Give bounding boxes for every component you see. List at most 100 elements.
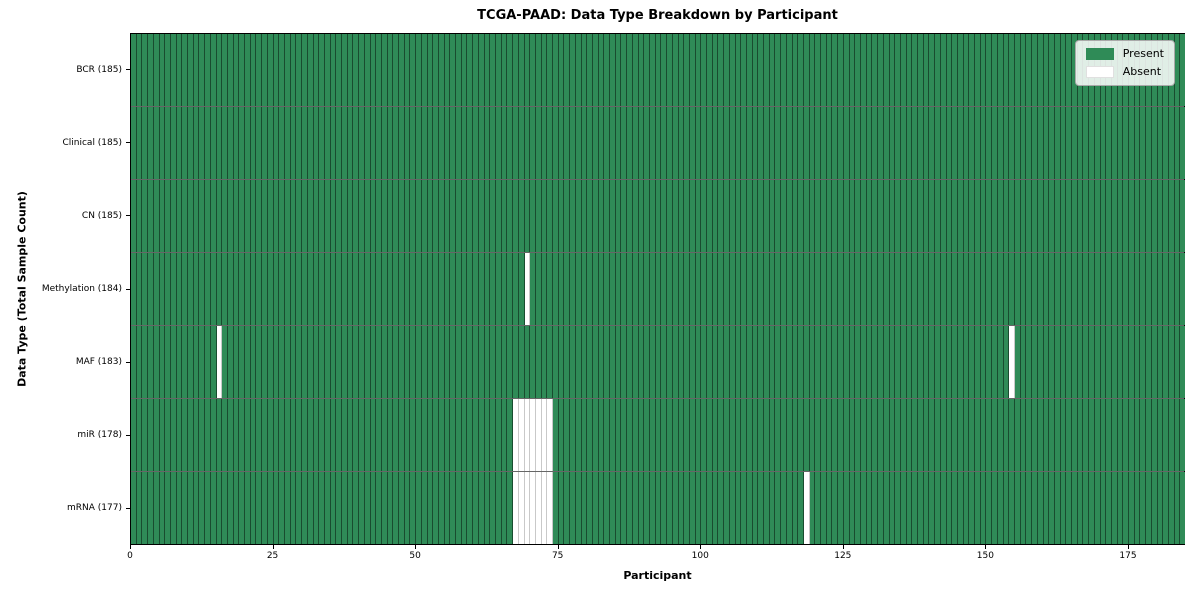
heatmap-cell — [478, 180, 485, 252]
heatmap-cell — [769, 180, 776, 252]
heatmap-cell — [724, 399, 730, 471]
heatmap-cell — [1009, 472, 1015, 544]
heatmap-cell — [404, 399, 411, 471]
heatmap-cell — [746, 34, 753, 106]
heatmap-cell — [416, 472, 422, 544]
heatmap-cell — [1026, 107, 1033, 179]
heatmap-cell — [632, 107, 639, 179]
heatmap-cell — [667, 253, 673, 325]
heatmap-cell — [370, 253, 377, 325]
heatmap-cell — [541, 34, 548, 106]
heatmap-cell — [610, 472, 616, 544]
heatmap-cell — [1003, 472, 1010, 544]
heatmap-cell — [649, 34, 656, 106]
heatmap-cell — [997, 34, 1004, 106]
heatmap-cell — [142, 399, 149, 471]
heatmap-cell — [227, 399, 234, 471]
heatmap-cell — [393, 180, 400, 252]
heatmap-cell — [889, 107, 896, 179]
heatmap-cell — [1140, 253, 1147, 325]
heatmap-cell — [672, 326, 679, 398]
heatmap-cell — [587, 472, 593, 544]
heatmap-cell — [627, 472, 633, 544]
heatmap-cell — [655, 326, 662, 398]
heatmap-cell — [849, 107, 856, 179]
heatmap-cell — [661, 472, 668, 544]
heatmap-cell — [324, 180, 331, 252]
y-tick-mark — [126, 215, 130, 217]
heatmap-cell — [598, 180, 605, 252]
heatmap-cell — [752, 326, 759, 398]
heatmap-cell — [866, 107, 873, 179]
heatmap-cell — [267, 107, 274, 179]
heatmap-cell — [478, 472, 485, 544]
y-tick-label-Clinical: Clinical (185) — [62, 137, 122, 148]
heatmap-cell — [598, 107, 605, 179]
heatmap-cell — [473, 253, 479, 325]
heatmap-cell — [615, 107, 622, 179]
heatmap-cell — [1026, 180, 1033, 252]
heatmap-cell — [803, 107, 810, 179]
heatmap-cell — [530, 34, 536, 106]
heatmap-cell — [935, 34, 941, 106]
heatmap-cell — [655, 399, 662, 471]
heatmap-cell — [918, 472, 924, 544]
heatmap-cell — [718, 399, 725, 471]
heatmap-cell — [176, 326, 183, 398]
heatmap-cell — [758, 326, 765, 398]
heatmap-cell — [1117, 253, 1124, 325]
heatmap-cell — [775, 472, 782, 544]
heatmap-cell — [205, 399, 211, 471]
heatmap-cell — [632, 34, 639, 106]
heatmap-cell — [530, 326, 536, 398]
heatmap-cell — [1054, 326, 1061, 398]
heatmap-cell — [849, 399, 856, 471]
heatmap-cell — [900, 253, 907, 325]
heatmap-cell — [906, 34, 913, 106]
heatmap-cell — [1134, 326, 1141, 398]
heatmap-cell — [1083, 399, 1090, 471]
heatmap-cell — [501, 34, 508, 106]
heatmap-cell — [501, 180, 508, 252]
heatmap-cell — [216, 399, 223, 471]
heatmap-cell — [1089, 326, 1095, 398]
heatmap-cell — [929, 253, 936, 325]
heatmap-cell — [764, 399, 770, 471]
heatmap-cell — [575, 180, 582, 252]
heatmap-cell — [1123, 472, 1130, 544]
heatmap-cell — [142, 180, 149, 252]
heatmap-cell — [997, 107, 1004, 179]
heatmap-cell — [900, 107, 907, 179]
heatmap-cell — [381, 34, 388, 106]
heatmap-cell — [781, 326, 787, 398]
heatmap-cell — [165, 472, 171, 544]
heatmap-cell — [541, 472, 548, 544]
heatmap-cell — [889, 399, 896, 471]
heatmap-cell — [638, 326, 645, 398]
heatmap-cell — [741, 326, 747, 398]
heatmap-cell — [764, 472, 770, 544]
heatmap-cell — [821, 107, 827, 179]
heatmap-cell — [610, 180, 616, 252]
heatmap-cell — [684, 472, 690, 544]
heatmap-cell — [1083, 180, 1090, 252]
heatmap-cell — [1083, 326, 1090, 398]
heatmap-cell — [1157, 253, 1164, 325]
heatmap-cell — [347, 326, 354, 398]
heatmap-cell — [1117, 472, 1124, 544]
heatmap-cell — [672, 180, 679, 252]
heatmap-cell — [284, 326, 291, 398]
heatmap-cell — [342, 399, 348, 471]
heatmap-cell — [1026, 34, 1033, 106]
heatmap-cell — [364, 326, 371, 398]
heatmap-cell — [444, 253, 451, 325]
heatmap-cell — [279, 253, 285, 325]
heatmap-cell — [649, 326, 656, 398]
heatmap-cell — [906, 253, 913, 325]
heatmap-cell — [330, 107, 337, 179]
heatmap-cell — [684, 253, 690, 325]
heatmap-cell — [946, 399, 953, 471]
heatmap-cell — [883, 34, 890, 106]
heatmap-cell — [963, 326, 970, 398]
heatmap-cell — [1066, 253, 1073, 325]
